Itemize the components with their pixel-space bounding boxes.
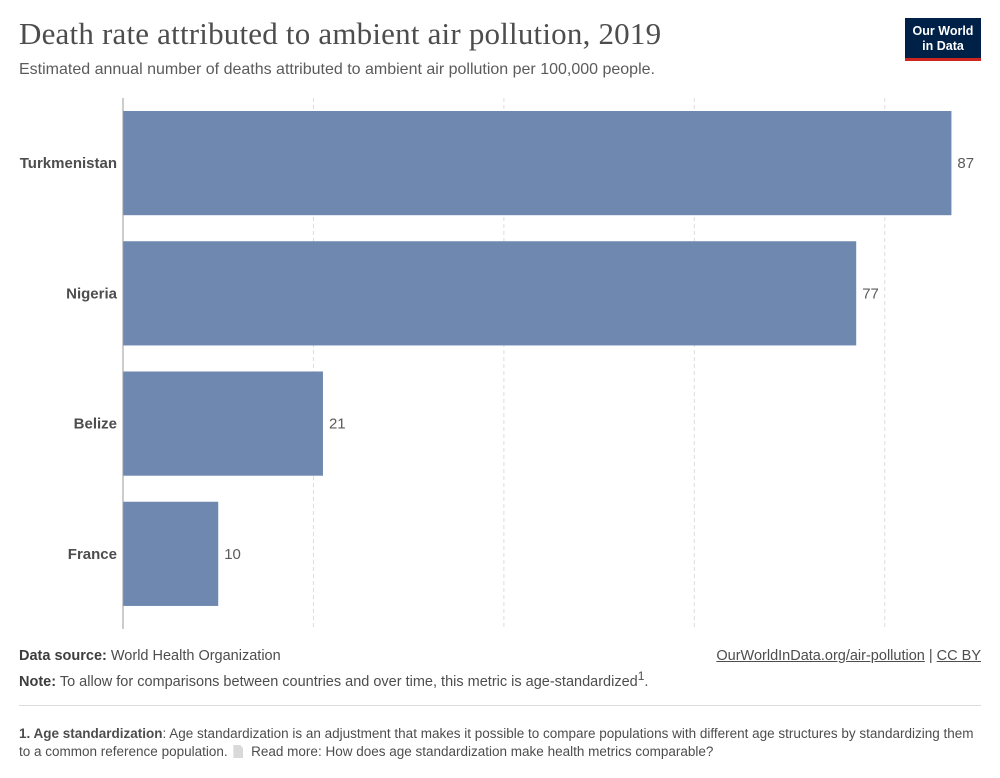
bar-chart: Turkmenistan 87 Nigeria 77 Belize 21 France 10: [20, 98, 974, 629]
data-label: 87: [957, 155, 974, 172]
credit-separator: |: [928, 648, 933, 664]
footer-divider: [19, 705, 981, 706]
chart-note: Note: To allow for comparisons between c…: [19, 669, 649, 690]
category-label: Belize: [74, 416, 117, 433]
credit: OurWorldInData.org/air-pollution | CC BY: [716, 648, 981, 664]
note-superscript: 1: [637, 669, 645, 683]
data-source: Data source: World Health Organization: [19, 648, 981, 664]
document-icon: [233, 745, 244, 758]
bar: [123, 111, 952, 216]
footnote-text: : Age standardization is an adjustment t…: [19, 726, 974, 759]
source-label: Data source:: [19, 648, 107, 664]
note-label: Note:: [19, 673, 57, 690]
note-text: To allow for comparisons between countri…: [59, 673, 638, 690]
owid-logo[interactable]: Our World in Data: [905, 18, 981, 61]
bar: [123, 501, 219, 606]
credit-link[interactable]: OurWorldInData.org/air-pollution: [716, 648, 925, 664]
chart-subtitle: Estimated annual number of deaths attrib…: [19, 61, 655, 78]
chart-title: Death rate attributed to ambient air pol…: [19, 16, 662, 51]
bar: [123, 241, 857, 346]
data-label: 77: [862, 285, 879, 302]
read-more-link[interactable]: Read more: How does age standardization …: [251, 744, 714, 759]
source-value: World Health Organization: [110, 648, 281, 664]
logo-line-2: in Data: [922, 39, 964, 53]
footnote-label: 1. Age standardization: [19, 726, 163, 741]
category-label: Nigeria: [66, 285, 118, 302]
bar: [123, 371, 323, 476]
license-link[interactable]: CC BY: [936, 648, 981, 664]
logo-line-1: Our World: [912, 24, 974, 38]
data-label: 10: [224, 546, 241, 563]
category-label: Turkmenistan: [20, 155, 117, 172]
category-label: France: [68, 546, 117, 563]
footnote: 1. Age standardization: Age standardizat…: [19, 725, 981, 761]
data-label: 21: [329, 416, 346, 433]
